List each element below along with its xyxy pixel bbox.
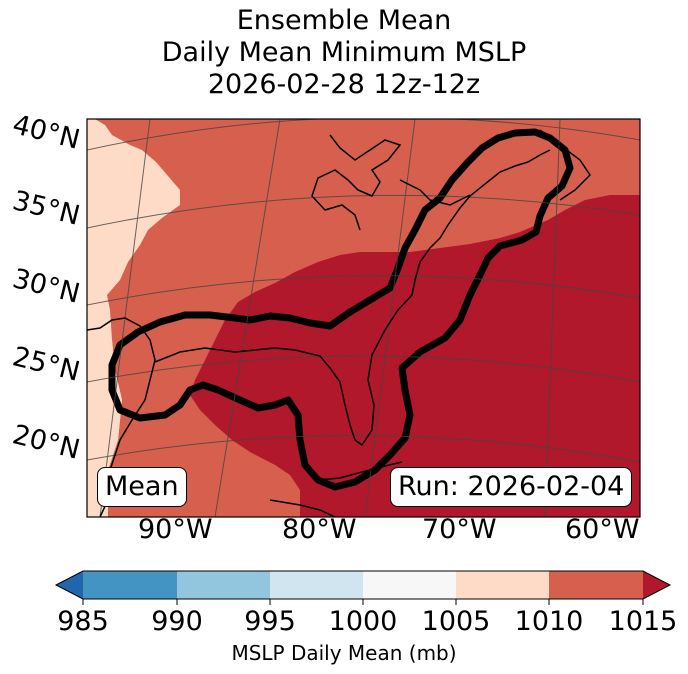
colorbar-tick-1005: 1005: [421, 606, 491, 637]
colorbar-tick-1015: 1015: [608, 606, 678, 637]
colorbar-tick-995: 995: [244, 606, 296, 637]
colorbar-tick-1010: 1010: [514, 606, 584, 637]
colorbar-tick-1000: 1000: [328, 606, 398, 637]
coastlines: [87, 129, 591, 517]
mean-label: Mean: [97, 467, 187, 507]
lon-label-90w: 90°W: [138, 514, 213, 545]
graticule: [87, 119, 640, 517]
colorbar-bin-995-1000: [270, 571, 363, 599]
title-line-3: 2026-02-28 12z-12z: [207, 69, 481, 100]
lon-label-70w: 70°W: [422, 514, 497, 545]
lon-label-60w: 60°W: [565, 514, 640, 545]
colorbar: [54, 570, 672, 605]
colorbar-bin-985-990: [83, 571, 177, 599]
colorbar-bin-990-995: [177, 571, 270, 599]
colorbar-label: MSLP Daily Mean (mb): [231, 641, 457, 665]
lon-label-80w: 80°W: [282, 514, 357, 545]
title-line-2: Daily Mean Minimum MSLP: [161, 37, 527, 68]
mean-contour: [108, 128, 574, 491]
title-line-1: Ensemble Mean: [236, 5, 452, 36]
colorbar-extend-low: [56, 571, 83, 599]
run-label: Run: 2026-02-04: [390, 467, 633, 507]
colorbar-tick-990: 990: [151, 606, 203, 637]
colorbar-bin-1010-1015: [549, 571, 643, 599]
colorbar-tick-985: 985: [57, 606, 109, 637]
colorbar-extend-high: [643, 571, 670, 599]
colorbar-bin-1005-1010: [456, 571, 549, 599]
colorbar-bin-1000-1005: [363, 571, 456, 599]
